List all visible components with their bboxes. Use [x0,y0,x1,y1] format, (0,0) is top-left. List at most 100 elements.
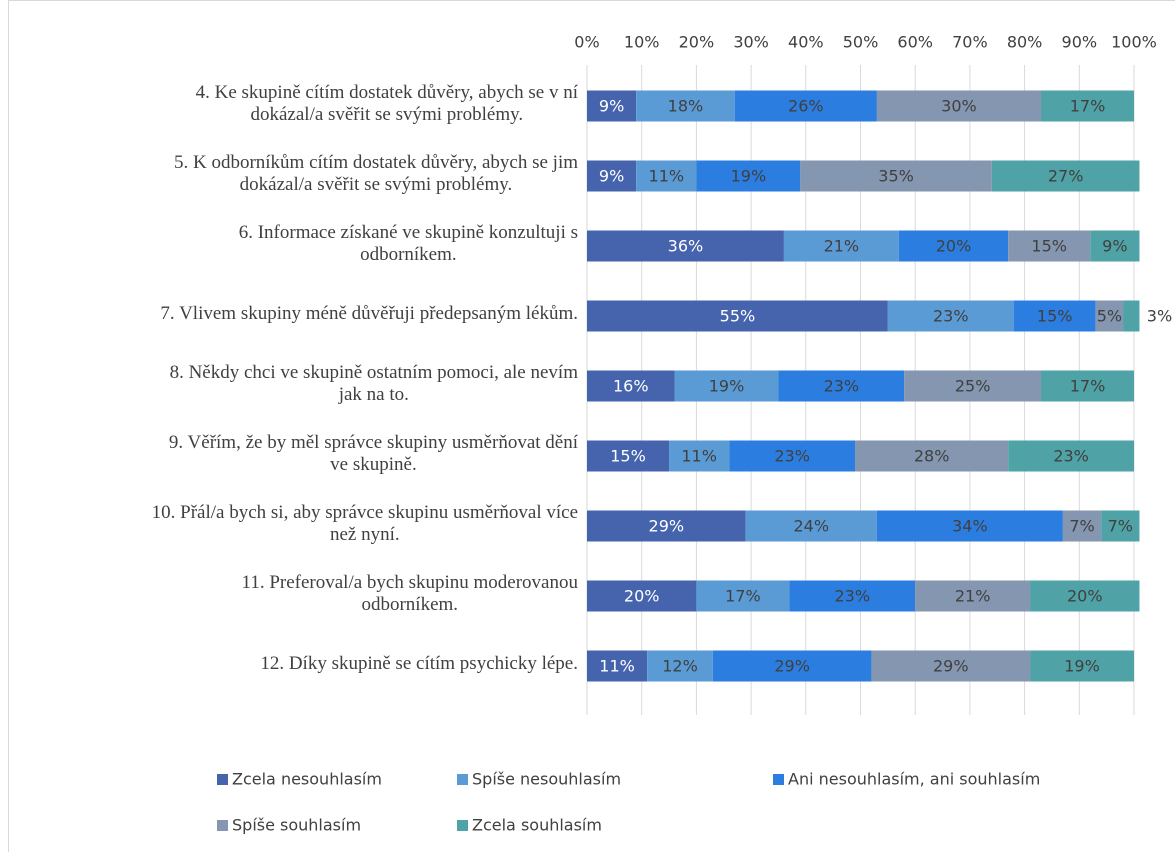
data-label: 20% [624,587,660,606]
bar-segment [876,90,1042,122]
bar-segment [1013,300,1096,332]
x-tick-label: 10% [624,33,660,52]
data-label: 55% [720,307,756,326]
data-label: 26% [788,97,824,116]
x-tick-label: 70% [952,33,988,52]
data-label: 28% [914,447,950,466]
bar-segment [587,300,888,332]
bar-segment [745,510,877,542]
x-tick-label: 60% [897,33,933,52]
bar-segment [1030,580,1140,612]
bar-segment [587,160,637,192]
legend-swatch [773,774,784,785]
data-label: 23% [774,447,810,466]
legend-label: Ani nesouhlasím, ani souhlasím [788,770,1040,789]
data-label: 25% [955,377,991,396]
data-label: 34% [952,517,988,536]
bar-segment [1090,230,1140,262]
x-tick-label: 0% [574,33,599,52]
bar-segment [789,580,916,612]
bar-segment [587,370,675,402]
data-label: 9% [599,97,624,116]
bar-segment [887,300,1014,332]
bar-segment [778,370,905,402]
data-label: 19% [1064,657,1100,676]
data-label: 30% [941,97,977,116]
data-label: 17% [1070,97,1106,116]
bar-segment [587,230,784,262]
x-tick-label: 20% [679,33,715,52]
data-label: 21% [955,587,991,606]
legend-label: Zcela souhlasím [472,816,602,835]
bar-segment [587,650,648,682]
x-tick-label: 50% [843,33,879,52]
bar-segment [1123,300,1140,332]
data-label: 11% [649,167,685,186]
data-label: 35% [878,167,914,186]
bar-segment [871,650,1031,682]
category-label: 7. Vlivem skupiny méně důvěřuji předepsa… [160,303,578,324]
data-label: 9% [599,167,624,186]
bar-segment [1095,300,1124,332]
bar-segment [1008,440,1134,472]
data-label: 17% [1070,377,1106,396]
data-label: 27% [1048,167,1084,186]
legend-label: Spíše nesouhlasím [472,770,621,789]
legend-swatch [457,820,468,831]
data-label: 15% [1031,237,1067,256]
bar-segment [1062,510,1102,542]
data-label: 11% [681,447,717,466]
data-label: 20% [1067,587,1103,606]
x-tick-label: 100% [1111,33,1157,52]
bar-segment [783,230,899,262]
bar-segment [729,440,856,472]
bar-segment [587,510,746,542]
bar-segment [1041,90,1134,122]
bar-segment [696,580,790,612]
bar-segment [1008,230,1091,262]
data-label: 15% [1037,307,1073,326]
data-label: 11% [599,657,635,676]
data-label: 36% [668,237,704,256]
category-label: 5. K odborníkům cítím dostatek důvěry, a… [173,152,578,195]
data-label: 29% [649,517,685,536]
bar-segment [991,160,1140,192]
bar-segment [734,90,877,122]
bar-segment [1101,510,1140,542]
bar-segment [904,370,1042,402]
data-label: 29% [774,657,810,676]
bar-segment [636,160,697,192]
category-label: 11. Preferoval/a bych skupinu moderovano… [241,572,578,615]
legend-label: Spíše souhlasím [232,816,361,835]
x-tick-label: 40% [788,33,824,52]
category-label: 12. Díky skupině se cítím psychicky lépe… [260,653,578,674]
data-label: 17% [725,587,761,606]
bar-segment [647,650,713,682]
data-label: 20% [936,237,972,256]
data-label: 5% [1097,307,1122,326]
bar-segment [855,440,1009,472]
bar-segment [674,370,779,402]
x-tick-label: 30% [733,33,769,52]
bar-segment [587,440,670,472]
bar-segment [636,90,735,122]
data-label: 24% [793,517,829,536]
category-label: 9. Věřím, že by měl správce skupiny usmě… [168,432,578,475]
data-label: 15% [610,447,646,466]
category-label: 6. Informace získané ve skupině konzultu… [238,222,578,265]
bar-segment [915,580,1031,612]
legend-label: Zcela nesouhlasím [232,770,382,789]
bar-segment [1041,370,1134,402]
legend-swatch [217,820,228,831]
data-label: 19% [731,167,767,186]
bar-segment [1030,650,1134,682]
bar-segment [876,510,1063,542]
bar-segment [696,160,801,192]
bar-segment [898,230,1009,262]
bar-segment [587,580,697,612]
data-label: 23% [1053,447,1089,466]
data-label: 18% [668,97,704,116]
data-label: 7% [1069,517,1094,536]
category-label: 4. Ke skupině cítím dostatek důvěry, aby… [195,82,578,125]
